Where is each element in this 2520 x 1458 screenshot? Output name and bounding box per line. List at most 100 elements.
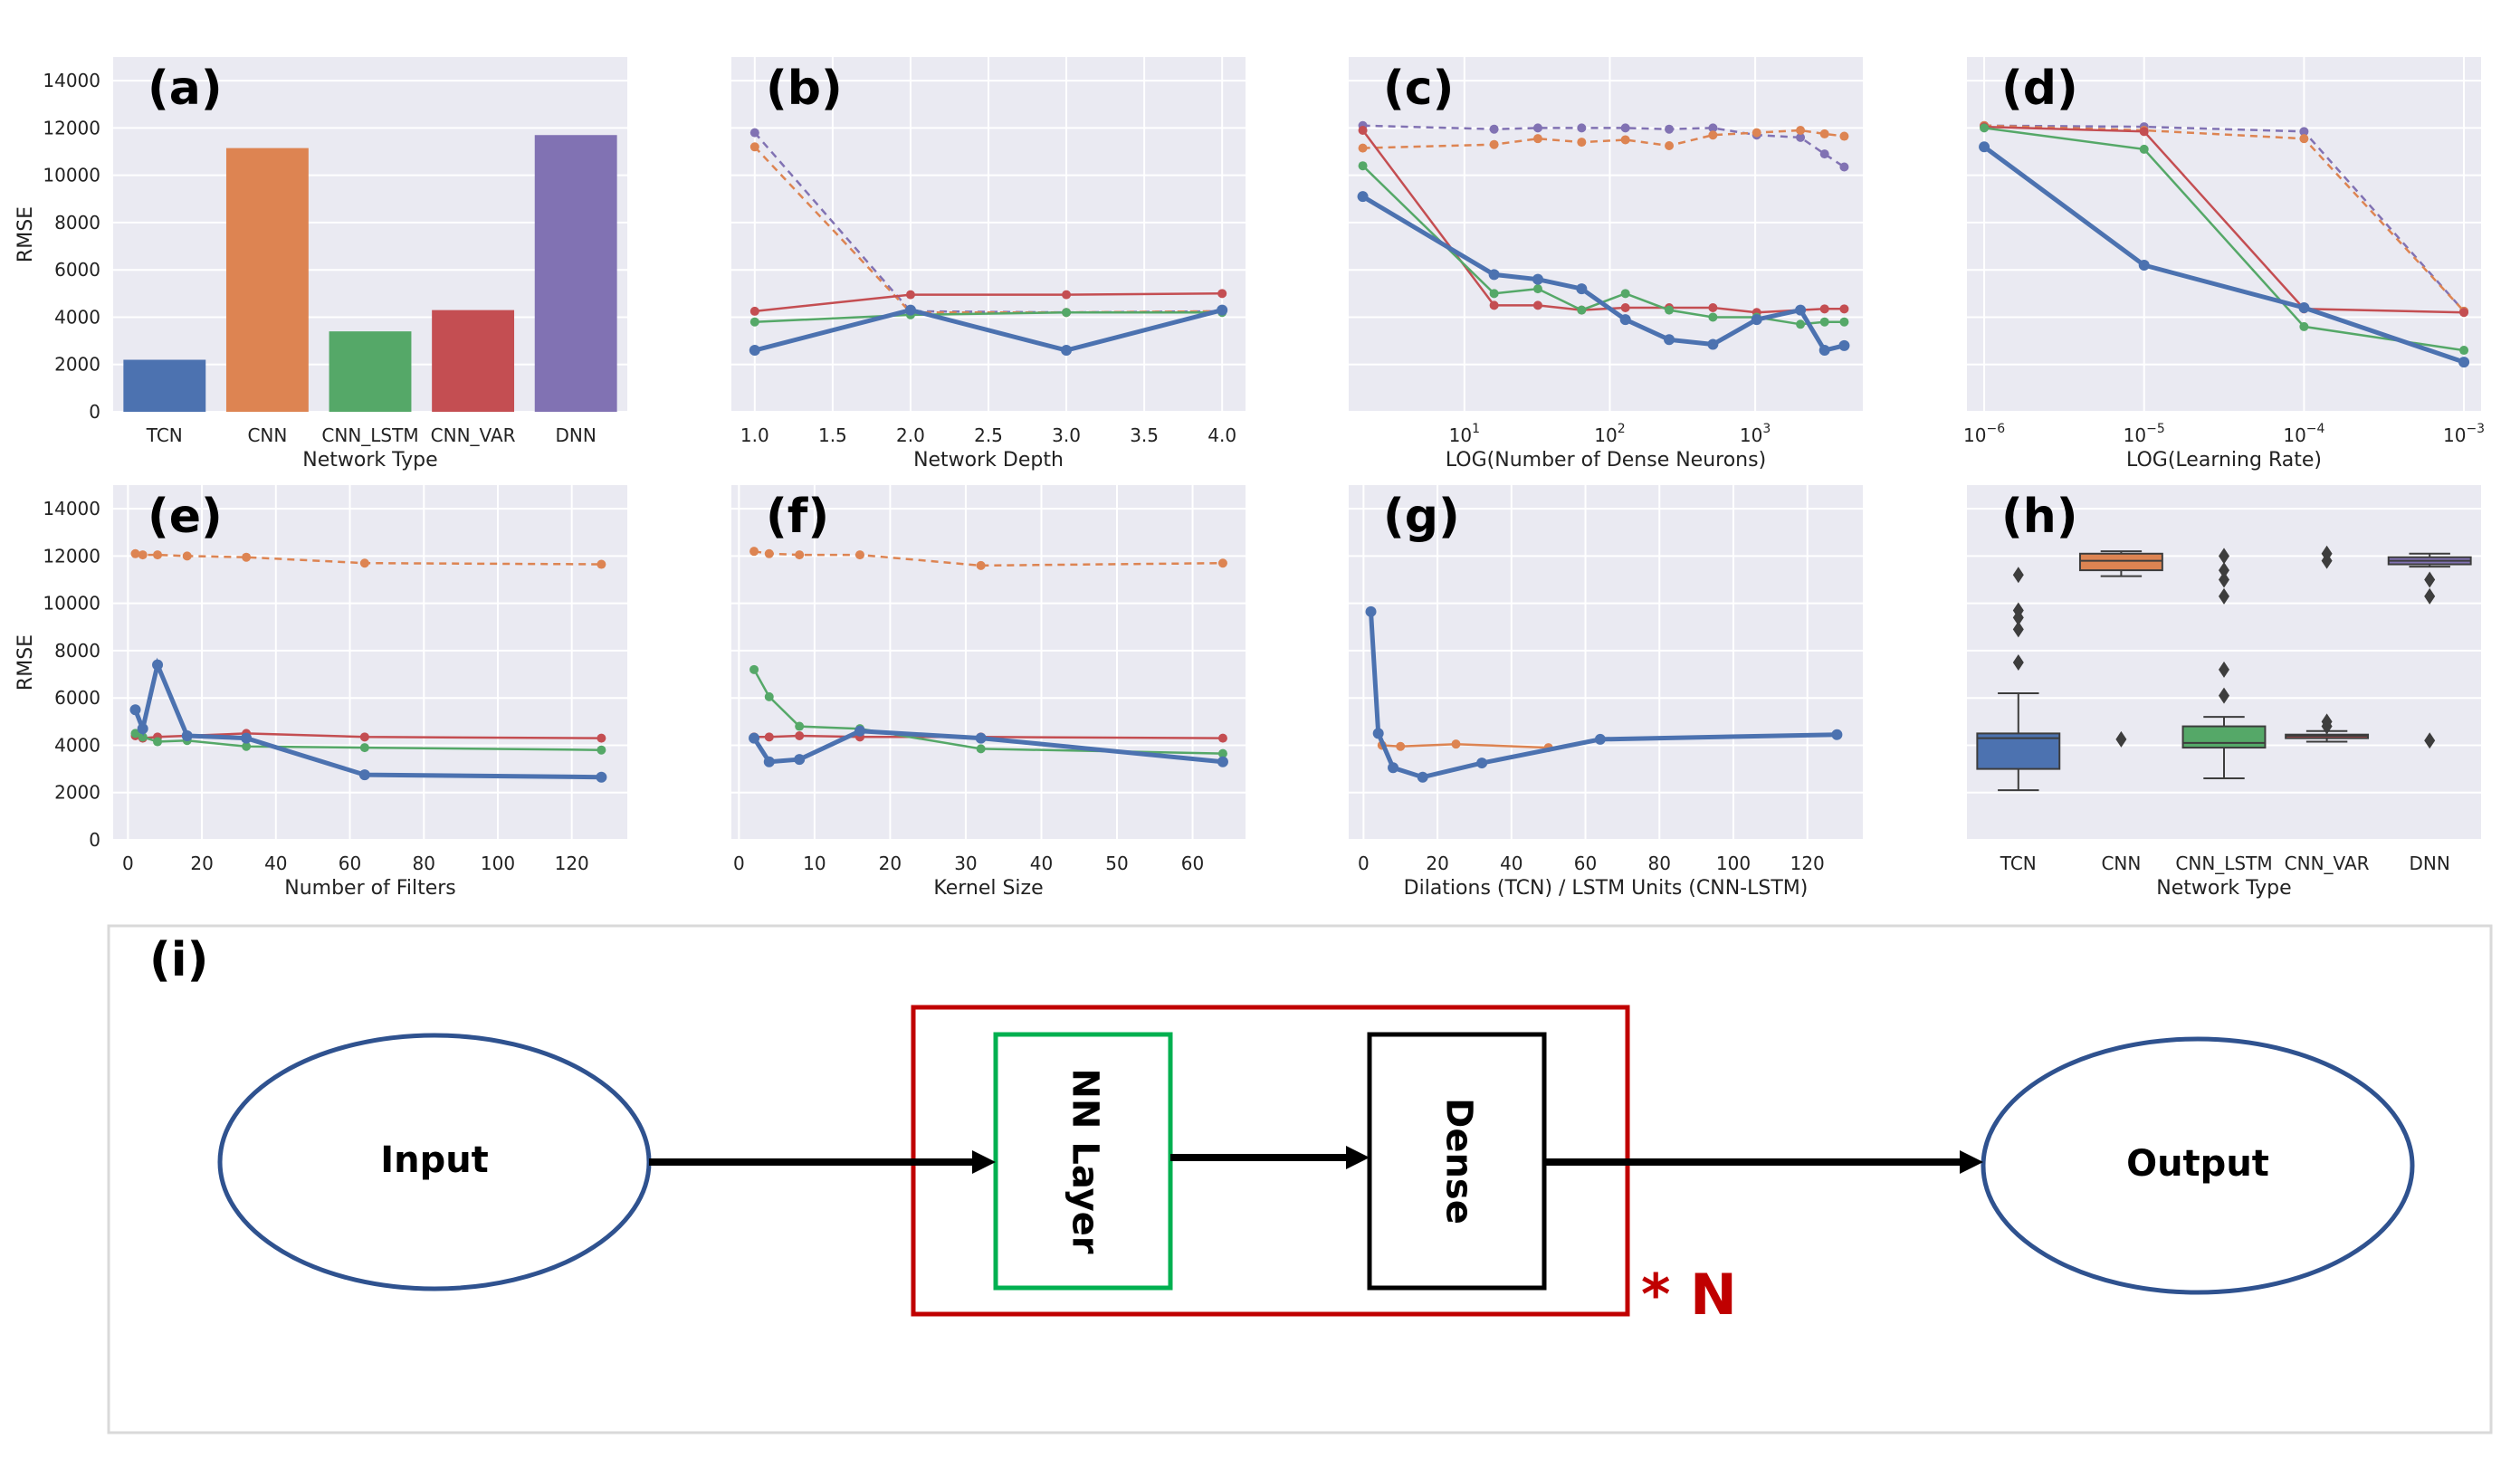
data-point xyxy=(1577,138,1587,148)
panel-label-g: (g) xyxy=(1383,490,1460,544)
x-tick-label: 102 xyxy=(1594,422,1625,446)
data-point xyxy=(1396,741,1406,751)
output-label: Output xyxy=(2126,1143,2269,1185)
data-point xyxy=(1665,141,1675,150)
data-point xyxy=(1665,305,1675,315)
x-axis-label: Dilations (TCN) / LSTM Units (CNN-LSTM) xyxy=(1404,877,1809,900)
data-point xyxy=(1358,126,1368,136)
x-tick-label: 50 xyxy=(1105,853,1128,874)
data-point xyxy=(1372,728,1384,739)
panel-label-d: (d) xyxy=(2001,62,2078,116)
outlier-point xyxy=(2012,654,2024,671)
data-point xyxy=(2298,302,2310,314)
data-point xyxy=(242,741,252,751)
x-axis-label: Number of Filters xyxy=(284,877,456,900)
data-point xyxy=(1451,739,1461,749)
data-point xyxy=(1979,141,1990,153)
data-point xyxy=(1831,729,1843,740)
x-tick-label: 40 xyxy=(1030,853,1053,874)
outlier-point xyxy=(2219,587,2229,605)
arrowhead-dense-to-output xyxy=(1960,1150,1983,1174)
bar-cnn_lstm xyxy=(329,331,412,412)
data-point xyxy=(795,721,805,731)
outlier-point xyxy=(2115,730,2127,748)
data-point xyxy=(596,771,607,783)
nn-layer-label: NN Layer xyxy=(1064,1068,1106,1253)
box-iqr xyxy=(2181,725,2267,749)
data-point xyxy=(242,552,252,562)
data-point xyxy=(1365,605,1377,617)
x-tick-label: CNN_LSTM xyxy=(2175,853,2272,874)
y-tick-label: 2000 xyxy=(54,782,100,804)
panel-label-e: (e) xyxy=(148,490,223,544)
x-tick-label: 120 xyxy=(1790,853,1825,874)
x-tick-label: 80 xyxy=(413,853,435,874)
data-point xyxy=(130,729,140,739)
x-tick-label: 0 xyxy=(733,853,745,874)
data-point xyxy=(976,744,986,754)
x-tick-label: 100 xyxy=(481,853,515,874)
chart-panel-f: 0 10 20 30 40 50 60 Kernel Size (f) xyxy=(731,485,1246,900)
data-point xyxy=(1358,143,1368,153)
data-point xyxy=(795,731,805,741)
panel-label-a: (a) xyxy=(148,62,223,116)
x-tick-label: 100 xyxy=(1716,853,1751,874)
y-tick-label: 8000 xyxy=(54,640,100,662)
plot-background xyxy=(1349,485,1863,840)
y-tick-label: 8000 xyxy=(54,212,100,233)
x-tick-label: 101 xyxy=(1449,422,1480,446)
series-line xyxy=(1984,125,2465,314)
data-point xyxy=(749,317,759,327)
input-label: Input xyxy=(380,1139,489,1181)
x-tick-label: 10−6 xyxy=(1963,422,2005,446)
x-tick-label: CNN xyxy=(2101,853,2141,874)
x-tick-label: DNN xyxy=(2410,853,2450,874)
x-tick-label: 2.5 xyxy=(974,424,1003,446)
panel-label-h: (h) xyxy=(2001,490,2078,544)
panel-label-c: (c) xyxy=(1383,62,1454,116)
series-line xyxy=(753,669,1223,755)
data-point xyxy=(764,691,774,701)
data-point xyxy=(137,723,148,735)
data-point xyxy=(1752,128,1761,138)
data-point xyxy=(1819,304,1829,314)
data-point xyxy=(1489,139,1499,149)
data-point xyxy=(1796,132,1806,142)
series-line xyxy=(1982,145,2465,365)
x-tick-label: CNN_VAR xyxy=(431,424,516,446)
box-iqr xyxy=(2078,552,2163,572)
data-point xyxy=(1532,300,1542,310)
data-point xyxy=(359,743,369,753)
x-tick-label: 20 xyxy=(1426,853,1448,874)
data-point xyxy=(1819,129,1829,138)
data-point xyxy=(153,737,163,747)
chart-panel-a: 0 2000 4000 6000 8000 10000 12000 14000 RMSE TCN C… xyxy=(14,57,627,472)
data-point xyxy=(597,559,606,569)
data-point xyxy=(1620,303,1630,313)
x-tick-label: TCN xyxy=(146,424,183,446)
chart-panel-h: TCN CNN CNN_LSTM CNN_VAR DNN Network Type (h) xyxy=(1967,485,2481,900)
data-point xyxy=(2459,346,2469,356)
outlier-point xyxy=(2219,562,2229,579)
x-tick-label: TCN xyxy=(2000,853,2037,874)
data-point xyxy=(2299,134,2309,144)
data-point xyxy=(1488,269,1500,281)
bar-cnn_var xyxy=(432,310,515,412)
chart-panel-e: 0 2000 4000 6000 8000 10000 12000 14000 RMSE 0 20 4… xyxy=(14,485,627,900)
data-point xyxy=(1489,300,1499,310)
panel-label-b: (b) xyxy=(766,62,843,116)
data-point xyxy=(2138,259,2150,271)
box-tcn xyxy=(1976,567,2061,792)
diagram-panel-i: (i) Input Output NN Layer Dense * N xyxy=(107,924,2493,1434)
chart-panel-c: 101 102 103 LOG(Number of Dense Neurons) (c) xyxy=(1349,57,1863,472)
output-ellipse xyxy=(1981,1036,2415,1295)
data-point xyxy=(1577,305,1587,315)
arrowhead-nn-to-dense xyxy=(1346,1146,1370,1169)
data-point xyxy=(1357,191,1369,203)
chart-panel-b: 1.0 1.5 2.0 2.5 3.0 3.5 4.0 Network Depth (b) xyxy=(731,57,1246,472)
box-dnn xyxy=(2387,552,2472,749)
y-tick-label: 10000 xyxy=(43,593,100,615)
x-tick-label: 10−4 xyxy=(2283,422,2324,446)
x-axis-label: Network Type xyxy=(302,449,437,472)
dense-label: Dense xyxy=(1438,1098,1480,1225)
